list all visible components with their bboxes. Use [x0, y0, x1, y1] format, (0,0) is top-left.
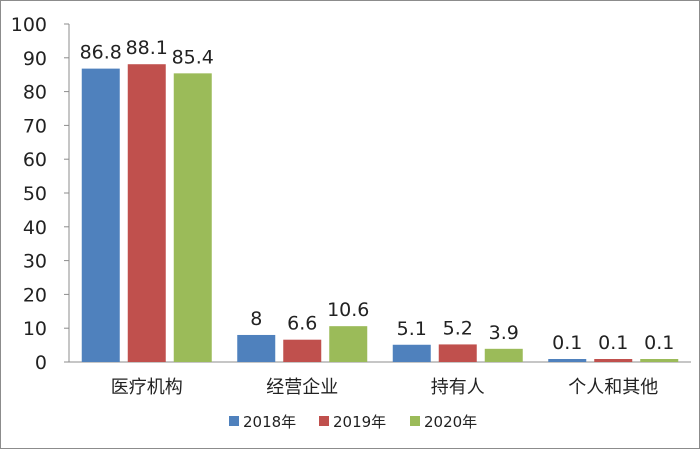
y-tick-label: 30 [23, 251, 47, 273]
data-label-2-0: 5.1 [397, 318, 427, 340]
data-label-1-0: 8 [250, 308, 262, 330]
bar-3-0 [548, 359, 587, 362]
x-axis-categories: 医疗机构 经营企业 持有人 个人和其他 [111, 377, 659, 398]
legend-swatch-0 [229, 416, 239, 426]
y-axis-ticks: 0 10 20 30 40 50 60 70 80 90 100 [11, 14, 69, 374]
y-tick-label: 60 [23, 149, 47, 171]
bar-0-2 [173, 73, 212, 363]
legend-label-0: 2018年 [243, 413, 296, 431]
bar-0-1 [127, 64, 166, 363]
data-label-0-2: 85.4 [172, 46, 214, 68]
data-label-1-2: 10.6 [327, 299, 369, 321]
bar-3-1 [594, 359, 633, 362]
bar-0-0 [81, 68, 120, 362]
category-label: 经营企业 [266, 377, 338, 398]
bar-1-2 [329, 326, 368, 362]
y-tick-label: 50 [23, 183, 47, 205]
y-tick-label: 10 [23, 318, 47, 340]
data-label-3-0: 0.1 [552, 332, 582, 354]
data-label-0-1: 88.1 [126, 37, 168, 59]
legend-label-2: 2020年 [424, 413, 477, 431]
y-tick-label: 70 [23, 115, 47, 137]
category-label: 个人和其他 [568, 377, 658, 398]
y-tick-label: 0 [35, 352, 47, 374]
y-tick-label: 80 [23, 82, 47, 104]
bar-2-2 [484, 348, 523, 362]
data-label-3-1: 0.1 [598, 332, 628, 354]
category-label: 持有人 [431, 377, 485, 398]
bars [81, 64, 679, 363]
y-tick-label: 40 [23, 217, 47, 239]
y-tick-label: 100 [11, 14, 47, 36]
bar-3-2 [640, 359, 679, 362]
bar-1-0 [237, 334, 276, 362]
legend-swatch-1 [319, 416, 329, 426]
y-tick-label: 90 [23, 48, 47, 70]
legend-swatch-2 [410, 416, 420, 426]
bar-1-1 [283, 339, 322, 362]
legend-label-1: 2019年 [333, 413, 386, 431]
data-label-3-2: 0.1 [644, 332, 674, 354]
legend: 2018年 2019年 2020年 [229, 413, 477, 431]
category-label: 医疗机构 [111, 377, 183, 398]
y-tick-label: 20 [23, 284, 47, 306]
data-label-2-1: 5.2 [443, 317, 473, 339]
bar-2-0 [392, 344, 431, 362]
data-label-0-0: 86.8 [80, 42, 122, 64]
bar-2-1 [438, 344, 477, 362]
data-labels: 86.8 88.1 85.4 8 6.6 10.6 5.1 5.2 3.9 0.1 0.1 0.1 [80, 37, 675, 354]
data-label-2-2: 3.9 [489, 322, 519, 344]
data-label-1-1: 6.6 [287, 313, 317, 335]
